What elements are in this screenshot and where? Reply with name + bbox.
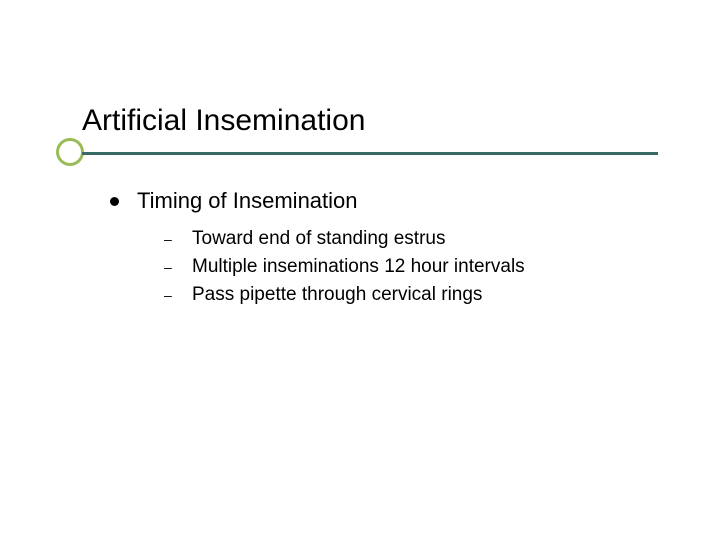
- slide-body: Timing of Insemination – Toward end of s…: [110, 188, 650, 312]
- title-area: Artificial Insemination: [82, 104, 642, 148]
- list-item-label: Pass pipette through cervical rings: [192, 284, 482, 306]
- list-item: – Pass pipette through cervical rings: [164, 284, 650, 306]
- list-item: Timing of Insemination: [110, 188, 650, 214]
- list-item: – Multiple inseminations 12 hour interva…: [164, 256, 650, 278]
- dash-icon: –: [164, 287, 174, 303]
- slide-title: Artificial Insemination: [82, 104, 642, 138]
- bullet-icon: [110, 197, 119, 206]
- accent-circle-icon: [56, 138, 84, 166]
- list-item-label: Multiple inseminations 12 hour intervals: [192, 256, 525, 278]
- title-underline: [82, 152, 658, 155]
- dash-icon: –: [164, 231, 174, 247]
- slide: Artificial Insemination Timing of Insemi…: [0, 0, 720, 540]
- dash-icon: –: [164, 259, 174, 275]
- list-item-label: Timing of Insemination: [137, 188, 358, 214]
- list-item: – Toward end of standing estrus: [164, 228, 650, 250]
- sub-list: – Toward end of standing estrus – Multip…: [164, 228, 650, 306]
- list-item-label: Toward end of standing estrus: [192, 228, 446, 250]
